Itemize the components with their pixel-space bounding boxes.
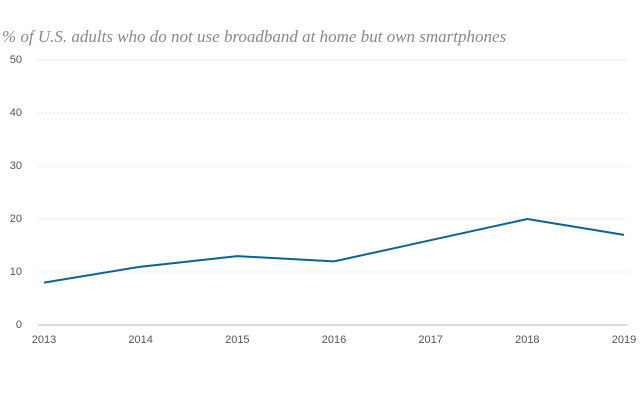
chart-title: % of U.S. adults who do not use broadban… <box>2 27 507 46</box>
y-tick-label: 0 <box>16 319 22 331</box>
y-tick-label: 50 <box>10 54 22 66</box>
x-tick-label: 2018 <box>515 334 539 346</box>
data-line <box>43 218 625 284</box>
y-tick-label: 40 <box>10 107 22 119</box>
y-tick-label: 20 <box>10 213 22 225</box>
x-tick-label: 2017 <box>418 334 442 346</box>
x-tick-label: 2019 <box>612 334 636 346</box>
x-tick-label: 2016 <box>322 334 346 346</box>
x-tick-label: 2015 <box>225 334 249 346</box>
y-tick-label: 30 <box>10 160 22 172</box>
x-tick-label: 2013 <box>32 334 56 346</box>
y-tick-label: 10 <box>10 266 22 278</box>
x-tick-label: 2014 <box>128 334 152 346</box>
